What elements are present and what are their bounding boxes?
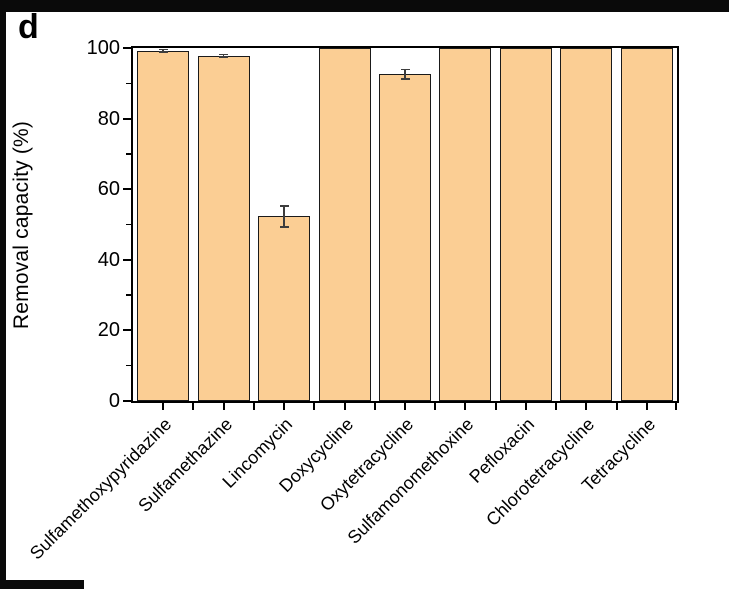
y-tick-label: 0 xyxy=(108,390,120,412)
error-bar-cap xyxy=(279,204,289,207)
x-tick xyxy=(404,403,406,410)
error-bar-cap xyxy=(400,68,410,71)
y-tick-label: 100 xyxy=(86,37,120,59)
error-bar xyxy=(162,49,165,53)
y-axis-title: Removal capacity (%) xyxy=(2,48,42,401)
x-tick xyxy=(615,403,618,410)
error-bar xyxy=(404,69,406,79)
x-tick xyxy=(192,403,195,410)
bar-oxytetracycline xyxy=(379,74,431,401)
x-tick xyxy=(645,403,648,410)
page-background-left xyxy=(0,0,6,589)
error-bar-cap xyxy=(219,56,229,58)
x-tick xyxy=(524,403,527,410)
error-bar xyxy=(283,205,285,227)
y-tick-label: 80 xyxy=(97,107,120,130)
y-tick-label: 60 xyxy=(97,178,120,201)
y-major-tick xyxy=(123,400,131,402)
bar-chlorotetracycline xyxy=(560,48,613,401)
bar-sulfamonomethoxine xyxy=(439,48,492,401)
x-category-label-text: Chlorotetracycline xyxy=(482,414,599,531)
x-tick xyxy=(343,403,346,410)
y-minor-tick xyxy=(126,364,131,367)
x-tick xyxy=(252,403,255,410)
y-major-tick xyxy=(123,258,131,261)
bar-lincomycin xyxy=(258,216,311,401)
y-tick-label: 40 xyxy=(97,248,120,271)
y-major-tick xyxy=(123,47,131,49)
y-tick-label: 20 xyxy=(97,319,120,342)
x-tick xyxy=(464,403,467,410)
bar-pefloxacin xyxy=(499,48,552,401)
page-background-top xyxy=(0,0,729,12)
x-tick xyxy=(222,403,225,410)
error-bar xyxy=(222,54,225,58)
x-tick xyxy=(585,403,588,410)
y-major-tick xyxy=(123,188,131,191)
x-tick xyxy=(313,403,316,410)
bar-chart-plot-area: Removal capacity (%) 0 20 40 60 80 100 Sulfam… xyxy=(10,38,679,563)
x-tick xyxy=(283,403,286,410)
y-minor-tick xyxy=(126,153,131,155)
bar-sulfamethoxypyridazine xyxy=(137,50,190,401)
x-tick xyxy=(494,403,497,410)
x-tick xyxy=(373,403,376,410)
panel-label: d xyxy=(18,8,39,46)
bar-tetracycline xyxy=(620,48,673,401)
x-tick xyxy=(555,403,558,410)
x-tick xyxy=(162,403,165,410)
y-minor-tick xyxy=(126,294,131,296)
bar-doxycycline xyxy=(318,48,371,401)
error-bar-cap xyxy=(400,77,410,80)
y-axis-title-text: Removal capacity (%) xyxy=(10,120,34,329)
y-major-tick xyxy=(123,117,131,120)
y-major-tick xyxy=(123,329,131,332)
y-minor-tick xyxy=(126,82,131,85)
y-minor-tick xyxy=(126,223,131,226)
page-background-bottom-left xyxy=(0,580,84,589)
error-bar-cap xyxy=(219,53,229,56)
x-tick xyxy=(675,403,677,410)
error-bar-cap xyxy=(158,51,168,54)
error-bar-cap xyxy=(158,48,168,51)
x-tick xyxy=(434,403,437,410)
error-bar-cap xyxy=(279,226,289,228)
bar-sulfamethazine xyxy=(197,55,250,401)
